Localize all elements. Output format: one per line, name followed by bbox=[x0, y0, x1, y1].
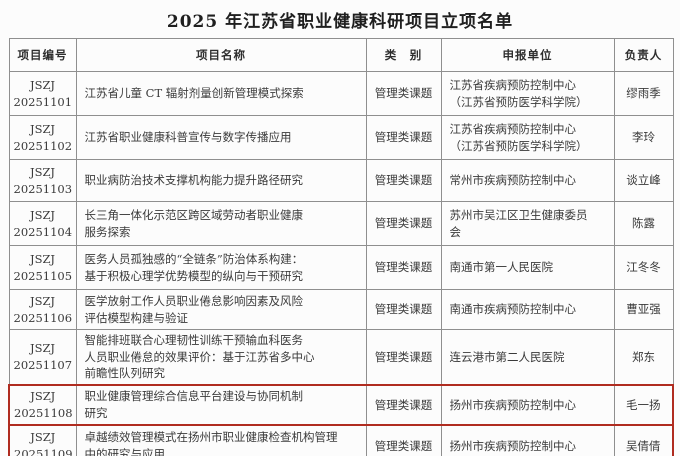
cell-project-code: JSZJ 20251108 bbox=[8, 384, 77, 427]
cell-project-code: JSZJ 20251103 bbox=[8, 159, 77, 202]
cell-project-name: 医务人员孤独感的“全链条”防治体系构建： 基于积极心理学优势模型的纵向与干预研究 bbox=[75, 245, 367, 290]
cell-leader: 曹亚强 bbox=[613, 289, 674, 330]
cell-category: 管理类课题 bbox=[365, 329, 442, 386]
cell-project-code: JSZJ 20251105 bbox=[8, 245, 77, 290]
cell-unit: 江苏省疾病预防控制中心 （江苏省预防医学科学院） bbox=[440, 71, 615, 116]
table-row: JSZJ 20251101 江苏省儿童 CT 辐射剂量创新管理模式探索 管理类课… bbox=[8, 71, 674, 116]
cell-unit: 扬州市疾病预防控制中心 bbox=[440, 384, 615, 427]
header-cell-code: 项目编号 bbox=[8, 38, 77, 72]
table-row: JSZJ 20251104 长三角一体化示范区跨区域劳动者职业健康 服务探索 管… bbox=[8, 201, 674, 246]
page-title: 2025 年江苏省职业健康科研项目立项名单 bbox=[166, 12, 514, 32]
cell-leader: 江冬冬 bbox=[613, 245, 674, 290]
cell-project-code: JSZJ 20251107 bbox=[8, 329, 77, 386]
cell-project-code: JSZJ 20251104 bbox=[8, 201, 77, 246]
header-cell-leader: 负责人 bbox=[613, 38, 674, 72]
cell-leader: 吴倩倩 bbox=[613, 424, 674, 456]
cell-project-name: 智能排班联合心理韧性训练干预输血科医务 人员职业倦怠的效果评价：基于江苏省多中心… bbox=[75, 329, 367, 386]
cell-project-name: 长三角一体化示范区跨区域劳动者职业健康 服务探索 bbox=[75, 201, 367, 246]
cell-project-name: 医学放射工作人员职业倦怠影响因素及风险 评估模型构建与验证 bbox=[75, 289, 367, 330]
cell-category: 管理类课题 bbox=[365, 245, 442, 290]
table-row: JSZJ 20251106 医学放射工作人员职业倦怠影响因素及风险 评估模型构建… bbox=[8, 289, 674, 330]
header-cell-name: 项目名称 bbox=[75, 38, 367, 72]
table-row-highlighted: JSZJ 20251108 职业健康管理综合信息平台建设与协同机制 研究 管理类… bbox=[8, 384, 674, 427]
cell-unit: 扬州市疾病预防控制中心 bbox=[440, 424, 615, 456]
table-row-highlighted: JSZJ 20251109 卓越绩效管理模式在扬州市职业健康检查机构管理 中的研… bbox=[8, 424, 674, 456]
cell-unit: 南通市疾病预防控制中心 bbox=[440, 289, 615, 330]
cell-category: 管理类课题 bbox=[365, 159, 442, 202]
cell-project-code: JSZJ 20251102 bbox=[8, 115, 77, 160]
cell-category: 管理类课题 bbox=[365, 424, 442, 456]
cell-category: 管理类课题 bbox=[365, 71, 442, 116]
cell-project-name: 职业病防治技术支撑机构能力提升路径研究 bbox=[75, 159, 367, 202]
table-row: JSZJ 20251102 江苏省职业健康科普宣传与数字传播应用 管理类课题 江… bbox=[8, 115, 674, 160]
cell-unit: 江苏省疾病预防控制中心 （江苏省预防医学科学院） bbox=[440, 115, 615, 160]
cell-project-code: JSZJ 20251106 bbox=[8, 289, 77, 330]
cell-leader: 李玲 bbox=[613, 115, 674, 160]
cell-leader: 缪雨季 bbox=[613, 71, 674, 116]
cell-project-name: 职业健康管理综合信息平台建设与协同机制 研究 bbox=[75, 384, 367, 427]
cell-project-name: 卓越绩效管理模式在扬州市职业健康检查机构管理 中的研究与应用 bbox=[75, 424, 367, 456]
cell-unit: 连云港市第二人民医院 bbox=[440, 329, 615, 386]
projects-table: 项目编号 项目名称 类 别 申报单位 负责人 JSZJ 20251101 江苏省… bbox=[8, 38, 674, 456]
cell-category: 管理类课题 bbox=[365, 289, 442, 330]
header-cell-unit: 申报单位 bbox=[440, 38, 615, 72]
header-cell-category: 类 别 bbox=[365, 38, 442, 72]
table-header-row: 项目编号 项目名称 类 别 申报单位 负责人 bbox=[8, 38, 674, 72]
cell-project-code: JSZJ 20251101 bbox=[8, 71, 77, 116]
cell-category: 管理类课题 bbox=[365, 384, 442, 427]
cell-category: 管理类课题 bbox=[365, 201, 442, 246]
cell-leader: 毛一扬 bbox=[613, 384, 674, 427]
cell-unit: 常州市疾病预防控制中心 bbox=[440, 159, 615, 202]
cell-project-name: 江苏省职业健康科普宣传与数字传播应用 bbox=[75, 115, 367, 160]
table-row: JSZJ 20251103 职业病防治技术支撑机构能力提升路径研究 管理类课题 … bbox=[8, 159, 674, 202]
cell-leader: 谈立峰 bbox=[613, 159, 674, 202]
table-row: JSZJ 20251107 智能排班联合心理韧性训练干预输血科医务 人员职业倦怠… bbox=[8, 329, 674, 386]
table-row: JSZJ 20251105 医务人员孤独感的“全链条”防治体系构建： 基于积极心… bbox=[8, 245, 674, 290]
cell-leader: 郑东 bbox=[613, 329, 674, 386]
cell-category: 管理类课题 bbox=[365, 115, 442, 160]
cell-project-code: JSZJ 20251109 bbox=[8, 424, 77, 456]
cell-unit: 南通市第一人民医院 bbox=[440, 245, 615, 290]
cell-unit: 苏州市吴江区卫生健康委员 会 bbox=[440, 201, 615, 246]
cell-project-name: 江苏省儿童 CT 辐射剂量创新管理模式探索 bbox=[75, 71, 367, 116]
cell-leader: 陈露 bbox=[613, 201, 674, 246]
